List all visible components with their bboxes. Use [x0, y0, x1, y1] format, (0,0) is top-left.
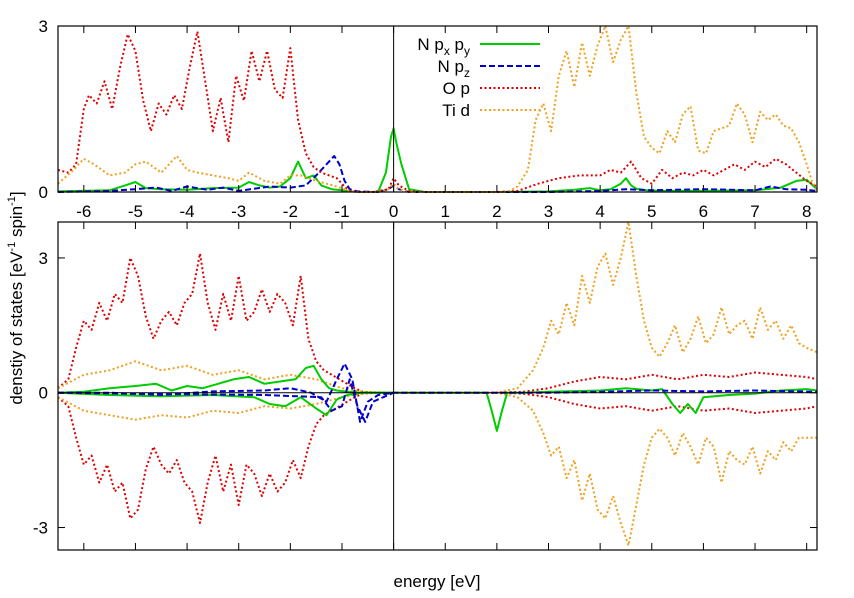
top-panel: 03 -6 -5 -4 -3 -2 -1 0 1 2 3 4 5 6 7 8 N px pyN pzO pT…: [39, 17, 818, 221]
top-y-tick-label: 0: [39, 183, 48, 202]
bottom-y-tick-label: -3: [33, 519, 48, 538]
legend: N px pyN pzO pTi d: [417, 35, 540, 120]
legend-label-tid: Ti d: [442, 101, 470, 120]
bottom-y-tick-label: 0: [39, 384, 48, 403]
top-y-tick-label: 3: [39, 17, 48, 36]
x-tick-label: 3: [544, 202, 553, 221]
legend-label-main: O p: [443, 79, 470, 98]
bottom-series-line-ti-d-up: [57, 221, 818, 394]
bottom-panel: -3 0 3: [33, 221, 818, 551]
bottom-panel-frame: [57, 221, 818, 551]
x-tick-label: 0: [389, 202, 398, 221]
bottom-series-line-o-p-down: [57, 391, 818, 524]
x-tick-label: 1: [441, 202, 450, 221]
legend-label-sub: y: [464, 44, 470, 58]
top-series-line-n-pz: [57, 155, 818, 193]
bottom-series-group: [57, 221, 818, 547]
legend-label-main: N p: [438, 57, 464, 76]
x-tick-label: -3: [231, 202, 246, 221]
y-axis-label-sup2: -1: [6, 196, 18, 206]
x-tick-label: 5: [647, 202, 656, 221]
x-tick-label: -5: [128, 202, 143, 221]
legend-label-sub: z: [464, 66, 470, 80]
x-axis-label: energy [eV]: [394, 572, 481, 591]
top-panel-frame: [57, 25, 818, 193]
x-tick-label: -1: [334, 202, 349, 221]
legend-label-main: N p: [417, 35, 443, 54]
legend-label-op: O p: [443, 79, 470, 98]
top-series-group: [57, 25, 818, 193]
y-axis-label-end: ]: [7, 191, 26, 196]
legend-label-sub: x: [444, 44, 450, 58]
top-y-axis: 03: [39, 17, 817, 202]
x-tick-label: -4: [180, 202, 195, 221]
top-x-axis: -6 -5 -4 -3 -2 -1 0 1 2 3 4 5 6 7 8: [76, 26, 811, 221]
x-tick-label: 4: [595, 202, 604, 221]
bottom-series-line-o-p-up: [57, 252, 818, 394]
x-tick-label: 6: [699, 202, 708, 221]
y-axis-label-main: denstiy of states [eV: [7, 251, 26, 405]
x-tick-label: 2: [492, 202, 501, 221]
bottom-series-line-n-pz-mirror: [57, 378, 395, 423]
y-axis-label-sup1: -1: [6, 242, 18, 252]
legend-label-npz: N pz: [438, 57, 470, 80]
y-axis-label-spin: spin: [7, 206, 26, 242]
x-tick-label: 7: [750, 202, 759, 221]
bottom-y-tick-label: 3: [39, 249, 48, 268]
legend-label-main: Ti d: [442, 101, 470, 120]
y-axis-label: denstiy of states [eV-1 spin-1]: [6, 191, 26, 404]
legend-label-npxy: N px py: [417, 35, 470, 58]
bottom-series-line-ti-d-down: [57, 391, 817, 547]
x-tick-label: -6: [76, 202, 91, 221]
x-tick-label: 8: [802, 202, 811, 221]
top-series-line-o-p: [57, 30, 818, 193]
legend-label-mid: p: [450, 35, 464, 54]
bottom-series-line-n-pz: [58, 362, 818, 423]
x-tick-label: -2: [283, 202, 298, 221]
bottom-y-axis: -3 0 3: [33, 222, 817, 550]
